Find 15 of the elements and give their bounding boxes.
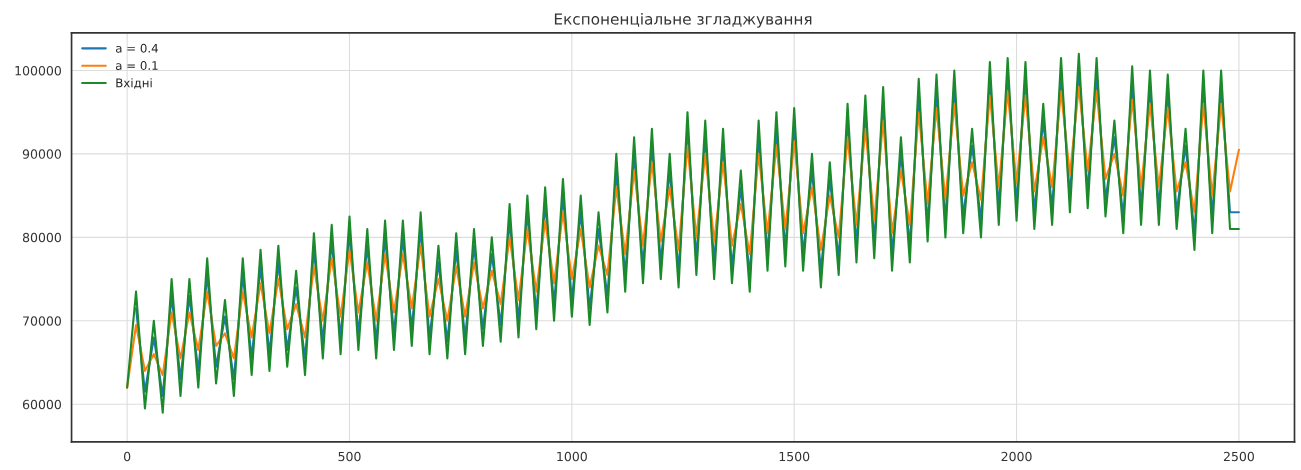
y-tick-label: 90000 (22, 149, 61, 159)
x-tick-label: 1000 (557, 451, 587, 462)
y-tick-label: 60000 (22, 399, 61, 410)
x-tick-label: 1500 (779, 451, 810, 462)
y-tick-label: 70000 (23, 316, 61, 326)
x-tick-label: 500 (338, 451, 361, 462)
chart-title: Експоненціальне згладжування (554, 12, 812, 28)
legend-label: a = 0.4 (115, 43, 158, 53)
x-tick-label: 0 (123, 451, 131, 462)
x-tick-label: 2500 (1223, 451, 1254, 462)
legend-label: Вхідні (116, 78, 152, 89)
legend-label: a = 0.1 (115, 61, 158, 70)
x-tick-label: 2000 (1001, 451, 1032, 462)
y-tick-label: 80000 (22, 232, 61, 243)
y-tick-label: 100000 (15, 65, 61, 76)
